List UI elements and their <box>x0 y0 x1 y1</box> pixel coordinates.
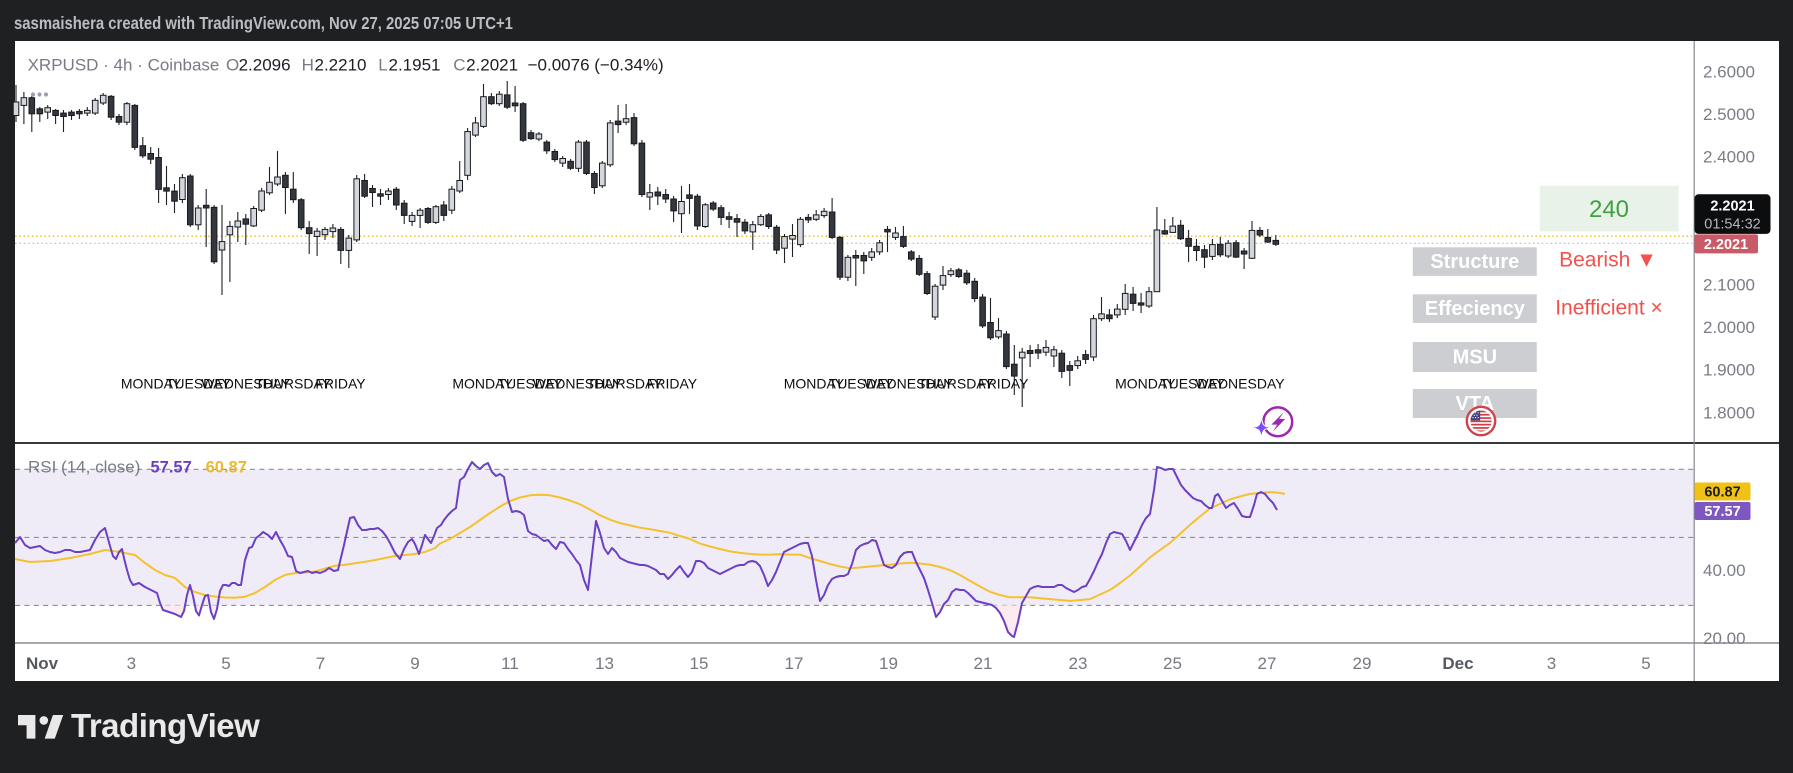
svg-text:TUESDAY: TUESDAY <box>829 376 895 392</box>
svg-text:Dec: Dec <box>1442 654 1473 673</box>
svg-text:11: 11 <box>501 654 519 673</box>
svg-text:MONDAY: MONDAY <box>1115 376 1176 392</box>
svg-text:3: 3 <box>1547 654 1556 673</box>
svg-text:2.2021: 2.2021 <box>1704 237 1748 253</box>
svg-text:TUESDAY: TUESDAY <box>497 376 563 392</box>
svg-text:TUESDAY: TUESDAY <box>166 376 232 392</box>
svg-text:FRIDAY: FRIDAY <box>978 376 1029 392</box>
svg-text:01:54:32: 01:54:32 <box>1704 217 1760 233</box>
svg-text:29: 29 <box>1353 654 1372 673</box>
svg-text:2.5000: 2.5000 <box>1703 105 1755 124</box>
svg-text:MONDAY: MONDAY <box>121 376 182 392</box>
svg-text:19: 19 <box>879 654 898 673</box>
svg-text:21: 21 <box>974 654 993 673</box>
svg-text:240: 240 <box>1589 196 1629 223</box>
svg-text:15: 15 <box>690 654 709 673</box>
svg-text:13: 13 <box>595 654 614 673</box>
svg-text:WEDNESDAY: WEDNESDAY <box>864 376 954 392</box>
svg-text:9: 9 <box>410 654 419 673</box>
svg-text:40.00: 40.00 <box>1703 561 1746 580</box>
svg-text:23: 23 <box>1069 654 1088 673</box>
svg-text:25: 25 <box>1163 654 1182 673</box>
svg-text:3: 3 <box>127 654 136 673</box>
svg-text:57.57: 57.57 <box>1704 504 1740 520</box>
svg-text:27: 27 <box>1258 654 1277 673</box>
svg-text:2.6000: 2.6000 <box>1703 63 1755 82</box>
svg-text:THURSDAY: THURSDAY <box>255 376 332 392</box>
svg-text:FRIDAY: FRIDAY <box>315 376 366 392</box>
svg-text:Inefficient ×: Inefficient × <box>1555 297 1663 320</box>
svg-text:2.2021: 2.2021 <box>1710 199 1754 215</box>
svg-text:Bearish ▼: Bearish ▼ <box>1559 249 1657 272</box>
svg-text:FRIDAY: FRIDAY <box>647 376 698 392</box>
svg-text:1.9000: 1.9000 <box>1703 361 1755 380</box>
svg-text:2.0000: 2.0000 <box>1703 318 1755 337</box>
svg-text:2.4000: 2.4000 <box>1703 148 1755 167</box>
svg-text:20.00: 20.00 <box>1703 629 1746 648</box>
svg-text:WEDNESDAY: WEDNESDAY <box>1195 376 1285 392</box>
svg-text:THURSDAY: THURSDAY <box>587 376 664 392</box>
svg-text:TUESDAY: TUESDAY <box>1160 376 1226 392</box>
svg-text:WEDNESDAY: WEDNESDAY <box>533 376 623 392</box>
svg-text:7: 7 <box>316 654 325 673</box>
svg-text:5: 5 <box>1641 654 1650 673</box>
svg-text:WEDNESDAY: WEDNESDAY <box>201 376 291 392</box>
svg-text:17: 17 <box>785 654 804 673</box>
svg-text:2.1000: 2.1000 <box>1703 276 1755 295</box>
svg-text:1.8000: 1.8000 <box>1703 403 1755 422</box>
svg-text:Structure: Structure <box>1430 251 1519 273</box>
svg-text:Nov: Nov <box>26 654 59 673</box>
svg-text:MONDAY: MONDAY <box>452 376 513 392</box>
svg-text:60.87: 60.87 <box>1704 485 1740 501</box>
svg-text:THURSDAY: THURSDAY <box>918 376 995 392</box>
svg-text:5: 5 <box>221 654 230 673</box>
svg-text:Effeciency: Effeciency <box>1425 298 1526 320</box>
svg-text:MONDAY: MONDAY <box>784 376 845 392</box>
svg-text:MSU: MSU <box>1453 347 1497 369</box>
